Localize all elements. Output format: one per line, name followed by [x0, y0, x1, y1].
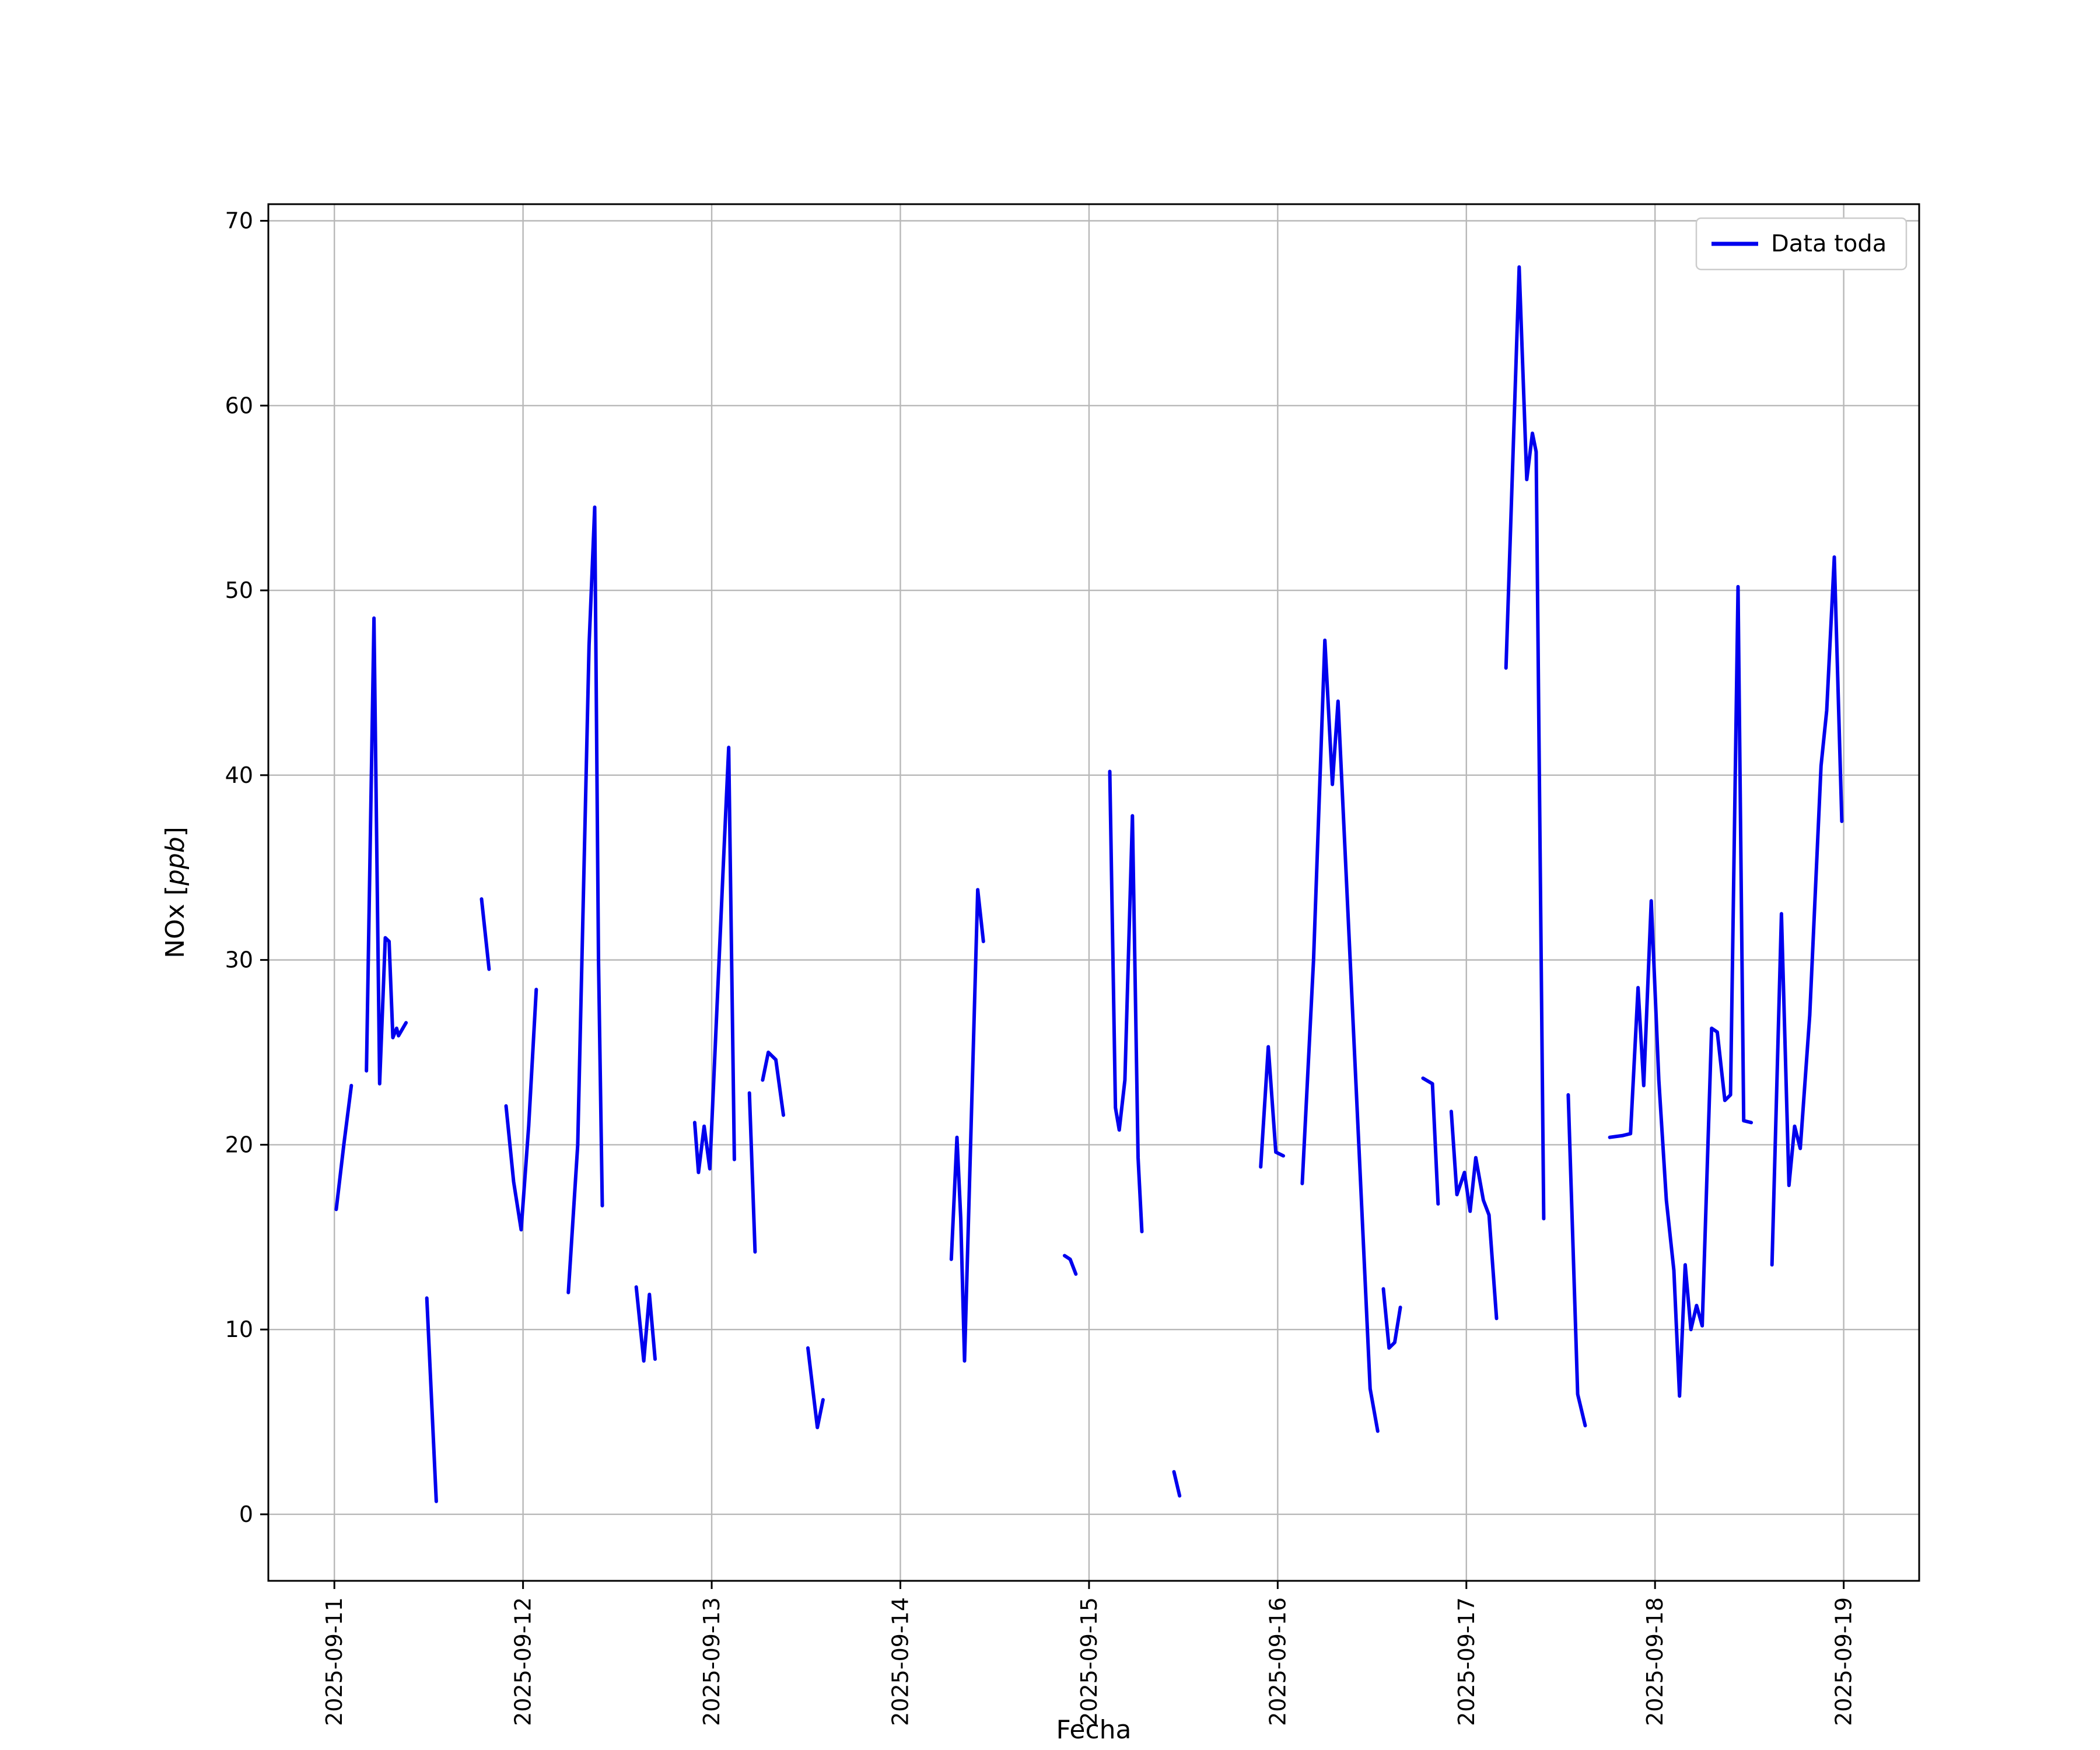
x-tick-label: 2025-09-15: [1076, 1597, 1102, 1726]
line-segment: [806, 1346, 825, 1430]
line-segment: [747, 1091, 757, 1254]
x-axis-label: Fecha: [1056, 1715, 1131, 1745]
x-tick-label: 2025-09-13: [699, 1597, 724, 1726]
line-segment: [334, 1084, 354, 1212]
x-tick-label: 2025-09-18: [1642, 1597, 1668, 1726]
line-segment: [634, 1285, 657, 1363]
line-segment: [425, 1296, 438, 1503]
line-segment: [480, 897, 491, 971]
x-tick-label: 2025-09-11: [321, 1597, 347, 1726]
legend: Data toda: [1695, 217, 1908, 271]
y-tick-label: 60: [225, 393, 253, 418]
line-segment: [1504, 265, 1546, 1221]
ticks: [260, 220, 1845, 1589]
x-tick-label: 2025-09-19: [1831, 1597, 1857, 1726]
line-segment: [504, 988, 538, 1232]
y-tick-label: 10: [225, 1317, 253, 1342]
grid: [268, 204, 1919, 1581]
line-segment: [692, 746, 736, 1174]
legend-box: [1695, 217, 1908, 271]
y-tick-label: 0: [239, 1502, 253, 1527]
line-segment: [1300, 638, 1380, 1433]
line-segment: [1381, 1287, 1402, 1350]
line-segment: [1770, 555, 1844, 1267]
line-segment: [1259, 1045, 1285, 1169]
line-segment: [1421, 1076, 1440, 1206]
y-tick-label: 20: [225, 1132, 253, 1157]
x-tick-label: 2025-09-12: [510, 1597, 536, 1726]
line-segment: [761, 1051, 785, 1117]
y-axis-label: NOx [ppb]: [160, 827, 190, 958]
y-tick-label: 30: [225, 947, 253, 973]
x-tick-label: 2025-09-17: [1454, 1597, 1479, 1726]
line-segment: [1608, 584, 1754, 1398]
line-segment: [1108, 769, 1144, 1234]
line-segment: [1566, 1093, 1587, 1427]
line-segment: [1172, 1470, 1182, 1498]
line-segment: [1449, 1110, 1499, 1321]
y-tick-label: 50: [225, 578, 253, 603]
line-segment: [949, 888, 985, 1363]
data-series: [334, 265, 1844, 1503]
legend-label: Data toda: [1771, 230, 1887, 257]
axes-frame: [267, 203, 1920, 1582]
line-segment: [566, 505, 604, 1294]
plot-area: [268, 204, 1919, 1581]
y-tick-label: 40: [225, 762, 253, 788]
line-segment: [1062, 1254, 1078, 1276]
x-tick-label: 2025-09-14: [887, 1597, 913, 1726]
x-tick-label: 2025-09-16: [1265, 1597, 1290, 1726]
line-segment: [365, 616, 408, 1086]
y-tick-label: 70: [225, 208, 253, 234]
